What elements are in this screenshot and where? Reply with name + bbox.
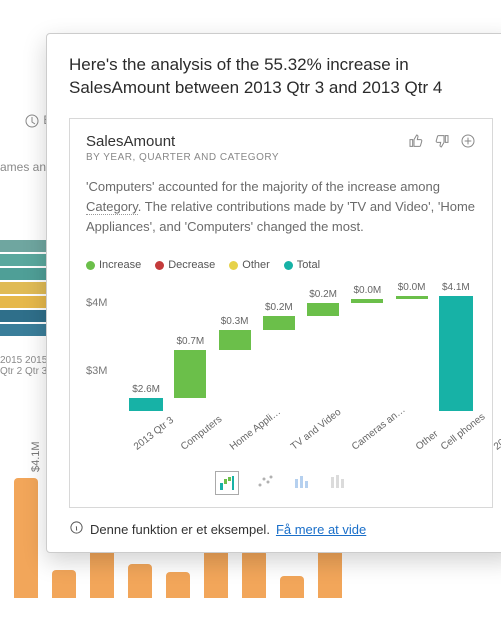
view-scatter-icon[interactable]: [255, 471, 275, 491]
card-subtitle: BY YEAR, QUARTER AND CATEGORY: [86, 152, 279, 163]
insight-card: SalesAmount BY YEAR, QUARTER AND CATEGOR…: [69, 118, 493, 508]
bar-column: $0.0M: [347, 289, 387, 411]
thumbs-down-icon[interactable]: [434, 133, 450, 154]
plus-circle-icon[interactable]: [460, 133, 476, 154]
view-column-icon[interactable]: [291, 471, 311, 491]
bar-column: $0.3M: [215, 289, 255, 411]
info-icon: [69, 520, 84, 538]
footer-text: Denne funktion er et eksempel.: [90, 522, 270, 537]
legend-item: Increase: [86, 259, 141, 271]
x-tick-label: 2013 Qtr 3: [132, 415, 176, 453]
view-waterfall-icon[interactable]: [215, 471, 239, 495]
bar-column: $4.1M: [436, 289, 476, 411]
legend-item: Other: [229, 259, 270, 271]
bar-column: $0.2M: [303, 289, 343, 411]
chart-legend: Increase Decrease Other Total: [86, 259, 476, 271]
popup-footer: Denne funktion er et eksempel. Få mere a…: [69, 520, 493, 538]
bar-column: $0.0M: [392, 289, 432, 411]
insight-text: 'Computers' accounted for the majority o…: [86, 177, 476, 237]
popup-title: Here's the analysis of the 55.32% increa…: [69, 54, 493, 100]
waterfall-chart: $3M$4M $2.6M$0.7M$0.3M$0.2M$0.2M$0.0M$0.…: [86, 289, 476, 439]
footer-link[interactable]: Få mere at vide: [276, 522, 366, 537]
x-tick-label: Cell phones: [439, 412, 487, 453]
x-tick-label: 2013 Qtr 4: [492, 415, 501, 453]
bar-column: $2.6M: [126, 289, 166, 411]
y-tick-label: $4M: [86, 297, 107, 309]
x-tick-label: Cameras an…: [350, 405, 408, 453]
legend-item: Decrease: [155, 259, 215, 271]
bg-left-label: ames an: [0, 160, 46, 174]
x-tick-label: Other: [414, 429, 440, 453]
bar-column: $0.7M: [170, 289, 210, 411]
category-link[interactable]: Category: [86, 199, 138, 215]
view-switcher: [86, 471, 476, 495]
legend-item: Total: [284, 259, 320, 271]
bar-column: $0.2M: [259, 289, 299, 411]
x-tick-label: Home Appli…: [228, 407, 283, 453]
view-ribbon-icon[interactable]: [327, 471, 347, 491]
x-tick-label: Computers: [179, 414, 224, 453]
x-tick-label: TV and Video: [289, 407, 343, 453]
thumbs-up-icon[interactable]: [408, 133, 424, 154]
y-tick-label: $3M: [86, 365, 107, 377]
bg-bottom-left-labels: 2015 2015 Qtr 2 Qtr 3: [0, 355, 47, 377]
insight-popup: Here's the analysis of the 55.32% increa…: [46, 33, 501, 553]
card-title: SalesAmount: [86, 133, 279, 150]
